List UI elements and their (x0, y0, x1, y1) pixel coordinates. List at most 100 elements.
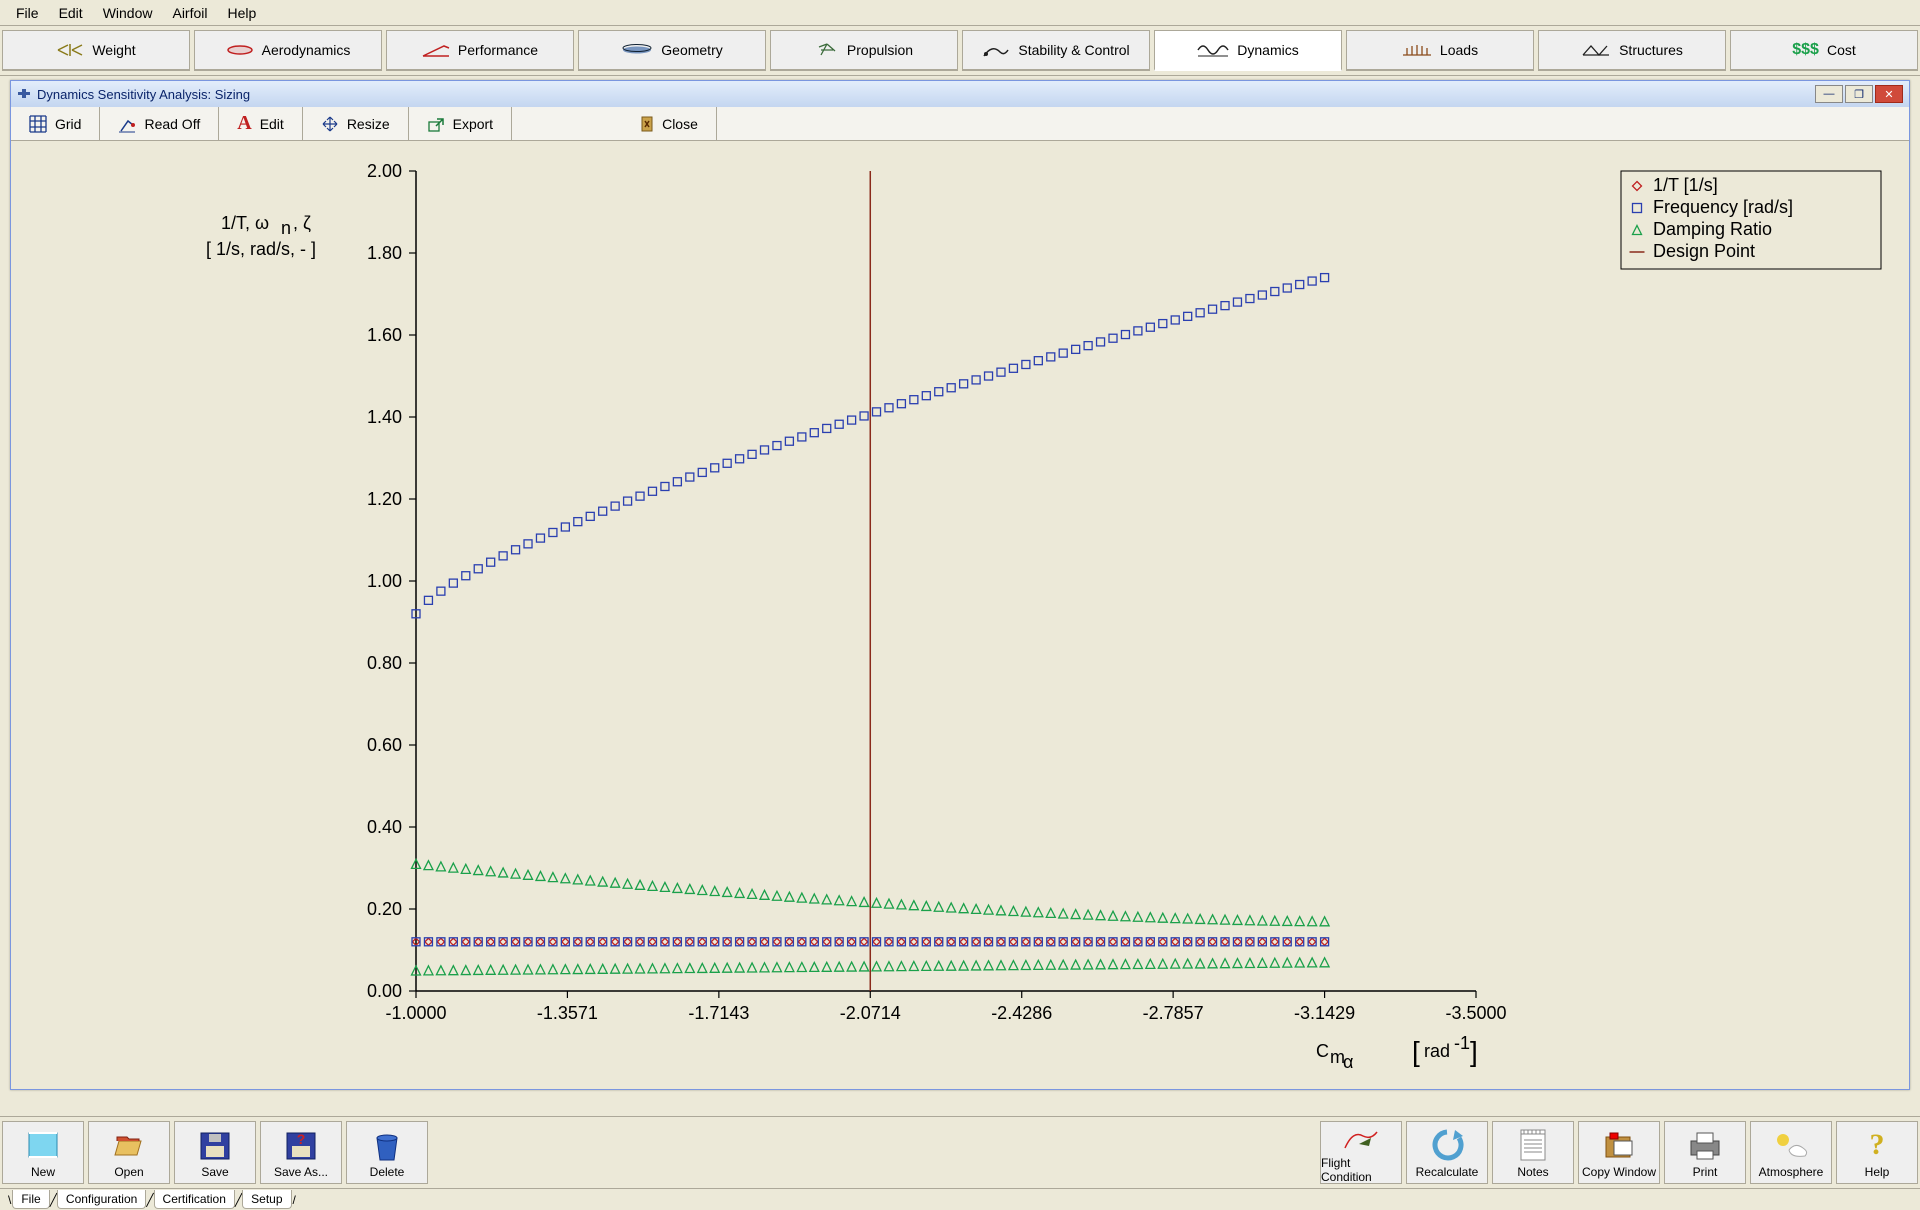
svg-text:1.40: 1.40 (367, 407, 402, 427)
flight-condition-button[interactable]: Flight Condition (1320, 1121, 1402, 1184)
save-button[interactable]: Save (174, 1121, 256, 1184)
resize-icon (321, 115, 339, 133)
svg-text:C: C (1316, 1041, 1329, 1061)
svg-text:1/T, ω: 1/T, ω (221, 213, 269, 233)
svg-text:-1.3571: -1.3571 (537, 1003, 598, 1023)
tab-loads[interactable]: Loads (1346, 30, 1534, 71)
tab-structures[interactable]: Structures (1538, 30, 1726, 71)
export-icon (427, 115, 445, 133)
resize-button[interactable]: Resize (303, 107, 409, 140)
saveas-icon: ? (283, 1127, 319, 1163)
export-button[interactable]: Export (409, 107, 512, 140)
save-as--button[interactable]: ?Save As... (260, 1121, 342, 1184)
minimize-button[interactable]: — (1815, 85, 1843, 103)
window-title: Dynamics Sensitivity Analysis: Sizing (37, 87, 250, 102)
dyn-icon (1197, 42, 1229, 58)
svg-text:2.00: 2.00 (367, 161, 402, 181)
atmosphere-button[interactable]: Atmosphere (1750, 1121, 1832, 1184)
tab-aerodynamics[interactable]: Aerodynamics (194, 30, 382, 71)
svg-text:Damping Ratio: Damping Ratio (1653, 219, 1772, 239)
svg-text:rad: rad (1424, 1041, 1450, 1061)
svg-text:-1.7143: -1.7143 (688, 1003, 749, 1023)
read-off-button[interactable]: Read Off (100, 107, 219, 140)
category-tabs: WeightAerodynamicsPerformanceGeometryPro… (0, 26, 1920, 76)
tab-geometry[interactable]: Geometry (578, 30, 766, 71)
tab-performance[interactable]: Performance (386, 30, 574, 71)
menu-help[interactable]: Help (218, 3, 267, 23)
close-icon (640, 115, 654, 133)
close-window-button[interactable]: ✕ (1875, 85, 1903, 103)
svg-text:0.80: 0.80 (367, 653, 402, 673)
A-icon: A (237, 112, 251, 135)
status-tab-configuration[interactable]: Configuration (57, 1190, 146, 1209)
svg-text:-3.1429: -3.1429 (1294, 1003, 1355, 1023)
grid-icon (29, 115, 47, 133)
new-button[interactable]: New (2, 1121, 84, 1184)
status-tabs: \File╱Configuration╱Certification╱Setup/ (0, 1188, 1920, 1210)
svg-text:[ 1/s, rad/s, - ]: [ 1/s, rad/s, - ] (206, 239, 316, 259)
flight-icon (1341, 1122, 1381, 1154)
notes-icon (1517, 1127, 1549, 1163)
maximize-button[interactable]: ❐ (1845, 85, 1873, 103)
aero-icon (226, 43, 254, 57)
print-icon (1687, 1127, 1723, 1163)
svg-text:, ζ: , ζ (293, 213, 311, 233)
menu-window[interactable]: Window (93, 3, 163, 23)
menu-bar: FileEditWindowAirfoilHelp (0, 0, 1920, 26)
menu-file[interactable]: File (6, 3, 49, 23)
svg-text:0.20: 0.20 (367, 899, 402, 919)
help-button[interactable]: ?Help (1836, 1121, 1918, 1184)
save-icon (197, 1127, 233, 1163)
stab-icon (982, 42, 1010, 58)
svg-text:0.00: 0.00 (367, 981, 402, 1001)
svg-text:0.40: 0.40 (367, 817, 402, 837)
svg-text:α: α (1343, 1052, 1353, 1072)
edit-button[interactable]: AEdit (219, 107, 303, 140)
status-tab-setup[interactable]: Setup (242, 1190, 291, 1209)
status-tab-file[interactable]: File (12, 1190, 49, 1209)
delete-button[interactable]: Delete (346, 1121, 428, 1184)
print-button[interactable]: Print (1664, 1121, 1746, 1184)
copy-icon (1600, 1127, 1638, 1163)
open-icon (111, 1127, 147, 1163)
atmo-icon (1771, 1127, 1811, 1163)
open-button[interactable]: Open (88, 1121, 170, 1184)
svg-text:-1.0000: -1.0000 (385, 1003, 446, 1023)
bottom-toolbar: NewOpenSave?Save As...Delete Flight Condi… (0, 1116, 1920, 1188)
tab-cost[interactable]: $$$Cost (1730, 30, 1918, 71)
tab-weight[interactable]: Weight (2, 30, 190, 71)
svg-text:]: ] (1470, 1036, 1478, 1067)
loads-icon (1402, 43, 1432, 57)
svg-text:?: ? (297, 1131, 306, 1147)
tab-stability-control[interactable]: Stability & Control (962, 30, 1150, 71)
svg-text:-2.7857: -2.7857 (1143, 1003, 1204, 1023)
svg-text:1.00: 1.00 (367, 571, 402, 591)
struct-icon (1581, 43, 1611, 57)
svg-text:1.60: 1.60 (367, 325, 402, 345)
menu-edit[interactable]: Edit (49, 3, 93, 23)
weight-icon (56, 42, 84, 58)
help-icon: ? (1870, 1127, 1885, 1163)
svg-text:-3.5000: -3.5000 (1445, 1003, 1506, 1023)
svg-text:-1: -1 (1454, 1033, 1470, 1053)
svg-text:1.20: 1.20 (367, 489, 402, 509)
prop-icon (815, 41, 839, 59)
tab-propulsion[interactable]: Propulsion (770, 30, 958, 71)
tab-dynamics[interactable]: Dynamics (1154, 30, 1342, 71)
close-chart-button[interactable]: Close (622, 107, 717, 140)
chart-area: 0.000.200.400.600.801.001.201.401.601.80… (11, 141, 1909, 1089)
recalculate-button[interactable]: Recalculate (1406, 1121, 1488, 1184)
svg-text:[: [ (1412, 1036, 1420, 1067)
menu-airfoil[interactable]: Airfoil (162, 3, 217, 23)
perf-icon (422, 43, 450, 57)
svg-text:Frequency [rad/s]: Frequency [rad/s] (1653, 197, 1793, 217)
notes-button[interactable]: Notes (1492, 1121, 1574, 1184)
chart-toolbar: GridRead OffAEditResizeExport Close (11, 107, 1909, 141)
app-icon (17, 86, 31, 103)
status-tab-certification[interactable]: Certification (154, 1190, 235, 1209)
recalc-icon (1429, 1127, 1465, 1163)
geometry-icon (621, 43, 653, 57)
grid-button[interactable]: Grid (11, 107, 100, 140)
svg-text:1/T [1/s]: 1/T [1/s] (1653, 175, 1718, 195)
copy-window-button[interactable]: Copy Window (1578, 1121, 1660, 1184)
